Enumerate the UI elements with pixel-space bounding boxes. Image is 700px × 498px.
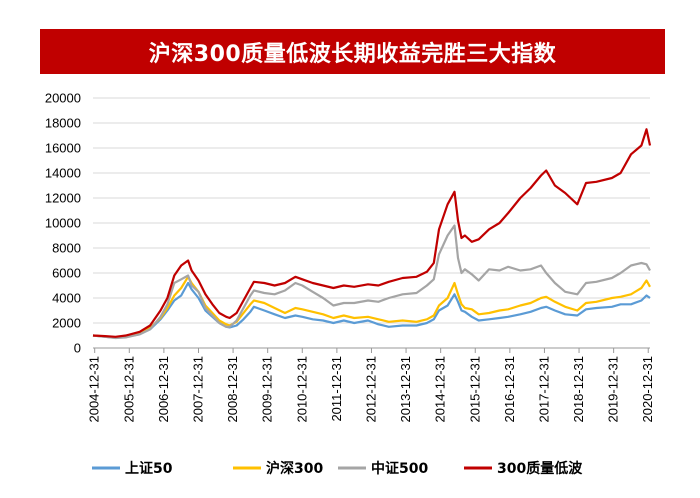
series-line-沪深300 bbox=[92, 275, 651, 339]
x-tick-label: 2013-12-31 bbox=[398, 356, 413, 423]
x-tick-label: 2019-12-31 bbox=[606, 356, 621, 423]
y-tick-label: 0 bbox=[74, 341, 81, 356]
x-tick-label: 2007-12-31 bbox=[190, 356, 205, 423]
x-tick-label: 2012-12-31 bbox=[363, 356, 378, 423]
y-tick-label: 18000 bbox=[45, 116, 81, 131]
legend: 上证50 沪深300 中证500 300质量低波 bbox=[92, 460, 583, 477]
x-tick-label: 2006-12-31 bbox=[156, 356, 171, 423]
legend-label: 中证500 bbox=[371, 460, 428, 477]
x-tick-label: 2020-12-31 bbox=[640, 356, 655, 423]
y-tick-label: 10000 bbox=[45, 216, 81, 231]
x-tick-label: 2010-12-31 bbox=[294, 356, 309, 423]
y-tick-label: 14000 bbox=[45, 166, 81, 181]
legend-label: 300质量低波 bbox=[497, 460, 583, 477]
x-axis-ticks: 2004-12-31 2005-12-31 2006-12-31 2007-12-31… bbox=[87, 348, 655, 423]
x-tick-label: 2014-12-31 bbox=[433, 356, 448, 423]
y-tick-label: 2000 bbox=[52, 316, 81, 331]
x-tick-label: 2009-12-31 bbox=[260, 356, 275, 423]
x-tick-label: 2011-12-31 bbox=[329, 356, 344, 422]
grid-lines bbox=[93, 97, 650, 349]
y-tick-label: 20000 bbox=[45, 91, 81, 106]
series-line-上证50 bbox=[92, 281, 651, 339]
y-tick-label: 16000 bbox=[45, 141, 81, 156]
y-tick-label: 6000 bbox=[52, 266, 81, 281]
x-tick-label: 2005-12-31 bbox=[121, 356, 136, 423]
x-tick-label: 2017-12-31 bbox=[536, 356, 551, 423]
series-line-中证500 bbox=[92, 224, 651, 340]
legend-label: 上证50 bbox=[125, 461, 173, 477]
x-tick-label: 2016-12-31 bbox=[502, 356, 517, 423]
y-axis-ticks: 0 2000 4000 6000 8000 10000 12000 14000 16000 180… bbox=[45, 91, 81, 356]
legend-label: 沪深300 bbox=[266, 460, 323, 477]
x-tick-label: 2015-12-31 bbox=[467, 356, 482, 423]
x-tick-label: 2004-12-31 bbox=[87, 356, 102, 423]
x-tick-label: 2008-12-31 bbox=[225, 356, 240, 423]
series-lines bbox=[92, 128, 652, 340]
x-tick-label: 2018-12-31 bbox=[571, 356, 586, 423]
chart-title: 沪深300质量低波长期收益完胜三大指数 bbox=[40, 29, 665, 74]
y-tick-label: 12000 bbox=[45, 191, 81, 206]
y-tick-label: 4000 bbox=[52, 291, 81, 306]
series-line-300质量低波 bbox=[92, 128, 652, 338]
y-tick-label: 8000 bbox=[52, 241, 81, 256]
